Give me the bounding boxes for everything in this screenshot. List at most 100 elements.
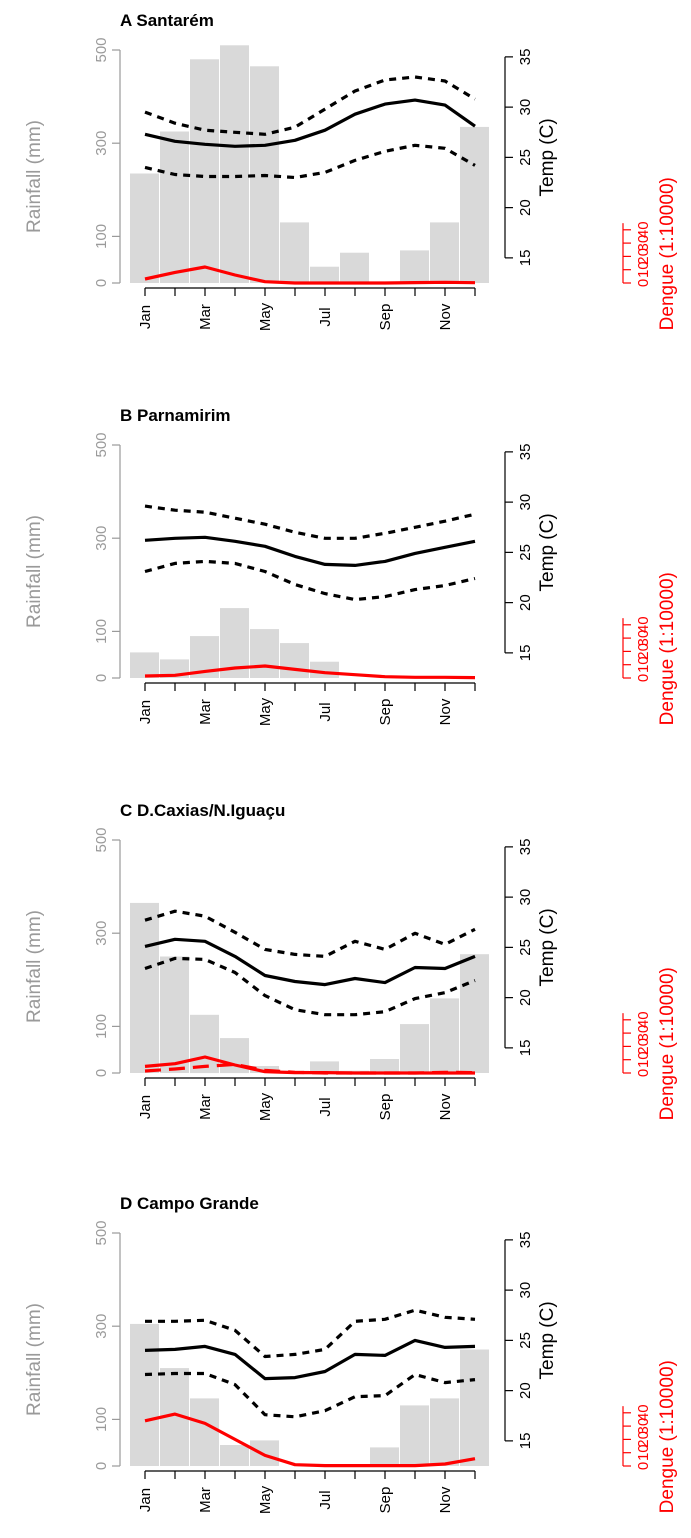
dengue-tick-label: 10 <box>635 656 652 673</box>
month-tick-label: Sep <box>377 304 394 331</box>
dengue-tick-label: 30 <box>635 630 652 647</box>
month-tick-label: Jul <box>317 307 334 326</box>
month-tick-label: Nov <box>437 1093 454 1120</box>
rain-bar <box>400 250 429 283</box>
temp-mean-line <box>144 535 476 567</box>
month-tick-label: May <box>257 302 274 331</box>
dengue-tick-label: 10 <box>635 261 652 278</box>
temp-mean-line <box>144 937 476 987</box>
rain-bar <box>130 652 159 678</box>
month-tick-label: Nov <box>437 698 454 725</box>
dengue-tick-label: 0 <box>635 279 652 287</box>
rain-tick-label: 300 <box>93 1314 110 1339</box>
month-tick-label: Jul <box>317 1097 334 1116</box>
rain-bar <box>310 266 339 283</box>
temp-tick-label: 25 <box>517 149 534 166</box>
rain-bar <box>160 131 189 283</box>
month-tick-label: Jan <box>137 1488 154 1512</box>
temp-min-line <box>144 956 476 1017</box>
dengue-tick-label: 0 <box>635 1462 652 1470</box>
temp-tick-label: 15 <box>517 250 534 267</box>
dengue-tick-label: 20 <box>635 1038 652 1055</box>
temp-tick-label: 15 <box>517 1040 534 1057</box>
rain-tick-label: 500 <box>93 37 110 62</box>
month-tick-label: Sep <box>377 1094 394 1121</box>
month-tick-label: Jul <box>317 1490 334 1509</box>
rain-tick-label: 300 <box>93 921 110 946</box>
panel-title: C D.Caxias/N.Iguaçu <box>120 801 285 820</box>
temp-tick-label: 35 <box>517 49 534 66</box>
month-tick-label: Mar <box>197 1094 214 1120</box>
month-tick-label: Jan <box>137 700 154 724</box>
rain-bar <box>130 173 159 283</box>
temp-min-line <box>144 559 476 602</box>
month-tick-label: Nov <box>437 303 454 330</box>
temp-tick-label: 35 <box>517 1232 534 1249</box>
dengue-line <box>144 265 476 285</box>
dengue-tick-label: 30 <box>635 1418 652 1435</box>
month-tick-label: May <box>257 697 274 726</box>
rain-tick-label: 100 <box>93 224 110 249</box>
rain-axis-label: Rainfall (mm) <box>24 910 45 1023</box>
rain-tick-label: 500 <box>93 1220 110 1245</box>
rain-bar <box>340 252 369 283</box>
panel-title: A Santarém <box>120 11 214 30</box>
dengue-tick-label: 0 <box>635 1069 652 1077</box>
dengue-tick-label: 10 <box>635 1051 652 1068</box>
dengue-axis-label: Dengue (1:10000) <box>657 572 678 725</box>
temp-axis-label: Temp (C) <box>537 513 558 591</box>
panel-title: B Parnamirim <box>120 406 231 425</box>
rain-bar <box>220 45 249 283</box>
temp-tick-label: 15 <box>517 645 534 662</box>
month-tick-label: May <box>257 1485 274 1514</box>
temp-tick-label: 35 <box>517 444 534 461</box>
rain-bar <box>250 1440 279 1466</box>
rain-bar <box>430 1398 459 1466</box>
rain-axis-label: Rainfall (mm) <box>24 1303 45 1416</box>
rain-bar <box>220 1445 249 1466</box>
rain-bar <box>310 1061 339 1074</box>
month-tick-label: Sep <box>377 699 394 726</box>
dengue-tick-label: 40 <box>635 221 652 238</box>
rain-tick-label: 0 <box>93 1462 110 1470</box>
month-tick-label: Jan <box>137 305 154 329</box>
temp-mean-line <box>144 1338 476 1381</box>
rain-tick-label: 300 <box>93 526 110 551</box>
rain-bar <box>190 59 219 283</box>
temp-max-line <box>144 909 476 958</box>
rain-bar <box>460 954 489 1073</box>
rain-bar <box>370 1447 399 1466</box>
dengue-tick-label: 30 <box>635 235 652 252</box>
rain-axis-label: Rainfall (mm) <box>24 120 45 233</box>
rain-tick-label: 100 <box>93 1014 110 1039</box>
dengue-tick-label: 20 <box>635 248 652 265</box>
temp-tick-label: 30 <box>517 1282 534 1299</box>
dengue-tick-label: 20 <box>635 643 652 660</box>
rain-bar <box>370 1059 399 1073</box>
temp-tick-label: 30 <box>517 494 534 511</box>
rain-bar <box>130 902 159 1073</box>
rain-bar <box>430 998 459 1073</box>
rain-bar <box>400 1405 429 1466</box>
dengue-tick-label: 40 <box>635 1404 652 1421</box>
temp-tick-label: 20 <box>517 199 534 216</box>
temp-mean-line <box>144 98 476 148</box>
dengue-tick-label: 30 <box>635 1025 652 1042</box>
temp-max-line <box>144 504 476 540</box>
rain-tick-label: 500 <box>93 432 110 457</box>
dengue-tick-label: 0 <box>635 674 652 682</box>
dengue-axis-label: Dengue (1:10000) <box>657 1360 678 1513</box>
rain-tick-label: 100 <box>93 619 110 644</box>
month-tick-label: Mar <box>197 304 214 330</box>
month-tick-label: Sep <box>377 1487 394 1514</box>
dengue-dashed-line <box>144 1062 476 1075</box>
dengue-line <box>144 1412 476 1468</box>
temp-tick-label: 20 <box>517 1382 534 1399</box>
rain-bar <box>250 629 279 678</box>
month-tick-label: May <box>257 1092 274 1121</box>
dengue-tick-label: 10 <box>635 1444 652 1461</box>
temp-min-line <box>144 143 476 180</box>
